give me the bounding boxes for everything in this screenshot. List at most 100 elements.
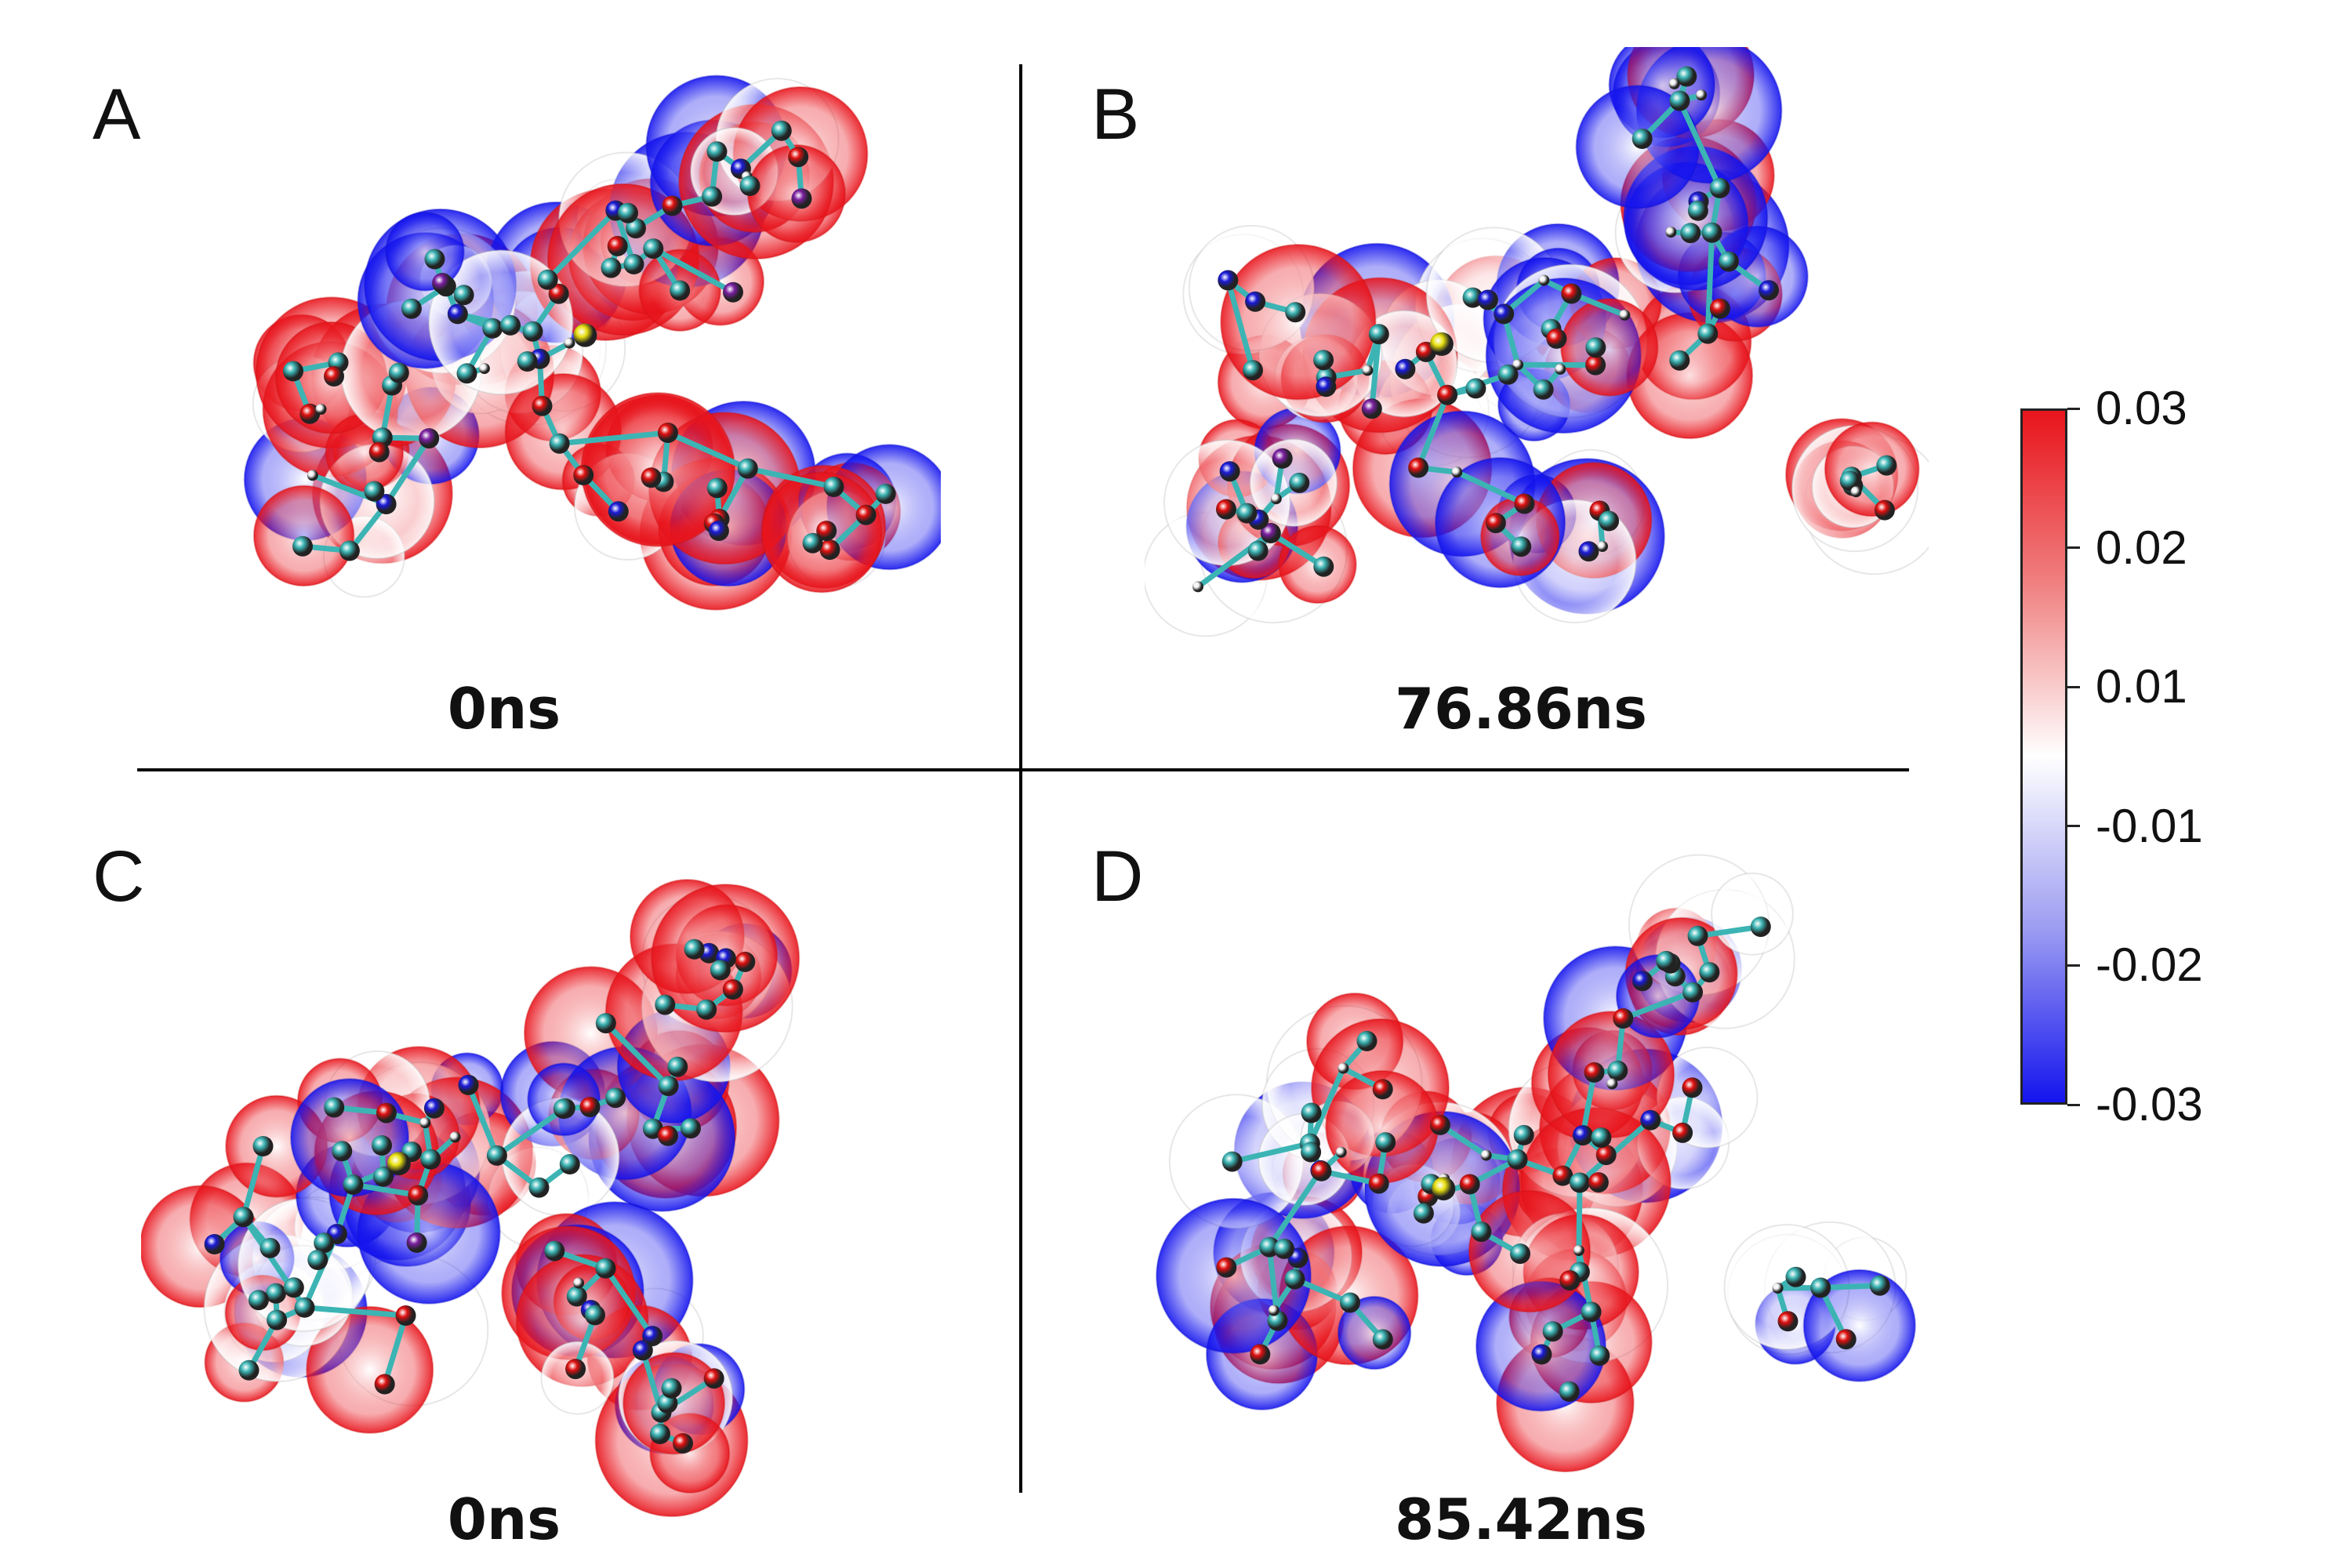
- bond: [1622, 989, 1694, 1022]
- surface-lobe: [1802, 1269, 1916, 1382]
- carbon-atom: [595, 1013, 616, 1034]
- phosphorus-atom: [432, 273, 453, 293]
- time-label-d: 85.42ns: [1395, 1486, 1647, 1552]
- carbon-atom: [1497, 364, 1519, 385]
- carbon-atom: [486, 1145, 507, 1166]
- hydrogen-atom: [564, 337, 575, 349]
- sulfur-atom: [1432, 1177, 1456, 1201]
- nitrogen-atom: [1640, 1109, 1661, 1131]
- oxygen-atom: [1250, 1344, 1271, 1365]
- hydrogen-atom: [315, 404, 327, 415]
- hydrogen-atom: [1668, 78, 1680, 89]
- oxygen-atom: [722, 979, 743, 1000]
- carbon-atom: [1542, 1321, 1563, 1342]
- carbon-atom: [1676, 66, 1697, 87]
- carbon-atom: [314, 1232, 335, 1254]
- carbon-atom: [681, 1118, 701, 1139]
- carbon-atom: [601, 257, 622, 278]
- carbon-atom: [1570, 1172, 1590, 1193]
- carbon-atom: [1289, 472, 1310, 493]
- carbon-atom: [238, 1359, 260, 1381]
- carbon-atom: [706, 477, 728, 499]
- carbon-atom: [1687, 925, 1708, 946]
- hydrogen-atom: [1597, 541, 1608, 552]
- bond: [1704, 232, 1715, 334]
- hydrogen-atom: [1362, 365, 1374, 376]
- oxygen-atom: [1311, 1160, 1332, 1181]
- carbon-atom: [553, 1098, 574, 1120]
- colorbar-tick: [2067, 546, 2080, 550]
- oxygen-atom: [368, 441, 390, 463]
- molecule-surface-d: [1156, 854, 1916, 1473]
- molecule-surface-b: [1145, 47, 1929, 637]
- oxygen-atom: [1559, 1270, 1581, 1291]
- carbon-atom: [1876, 455, 1897, 476]
- bond: [1267, 1168, 1323, 1249]
- phosphorus-atom: [406, 1232, 427, 1253]
- carbon-atom: [737, 458, 758, 479]
- oxygen-atom: [548, 283, 569, 304]
- oxygen-atom: [816, 521, 837, 542]
- oxygen-atom: [1777, 1311, 1798, 1332]
- bond: [747, 466, 835, 490]
- carbon-atom: [702, 186, 723, 207]
- carbon-atom: [1699, 962, 1720, 983]
- hydrogen-atom: [1619, 309, 1631, 321]
- oxygen-atom: [1552, 1165, 1573, 1186]
- oxygen-atom: [607, 235, 628, 256]
- carbon-atom: [283, 361, 303, 382]
- hydrogen-atom: [1192, 581, 1203, 593]
- carbon-atom: [424, 249, 445, 270]
- carbon-atom: [549, 433, 570, 454]
- phosphorus-atom: [791, 188, 812, 209]
- nitrogen-atom: [423, 1098, 445, 1119]
- oxygen-atom: [532, 395, 553, 416]
- nitrogen-atom: [708, 521, 729, 541]
- carbon-atom: [623, 254, 644, 274]
- oxygen-atom: [1429, 1114, 1450, 1135]
- carbon-atom: [823, 477, 844, 497]
- carbon-atom: [684, 938, 705, 960]
- bond: [1677, 100, 1722, 190]
- nitrogen-atom: [1531, 1344, 1552, 1365]
- nitrogen-atom: [1245, 291, 1266, 312]
- oxygen-atom: [855, 504, 877, 525]
- carbon-atom: [1701, 222, 1722, 243]
- vertical-divider-bottom: [1019, 770, 1022, 1493]
- carbon-atom: [388, 362, 409, 383]
- bond: [603, 1266, 655, 1338]
- carbon-atom: [1869, 1275, 1890, 1296]
- atoms: [204, 938, 756, 1454]
- atoms: [1216, 916, 1890, 1402]
- hydrogen-atom: [1555, 363, 1566, 375]
- carbon-atom: [875, 483, 896, 504]
- carbon-atom: [1372, 1329, 1393, 1350]
- colorbar-tick-label: -0.01: [2096, 799, 2203, 852]
- nitrogen-atom: [376, 494, 397, 514]
- sulfur-atom: [387, 1152, 411, 1176]
- phosphorus-atom: [1260, 523, 1281, 543]
- carbon-atom: [643, 238, 664, 260]
- carbon-atom: [283, 1277, 304, 1298]
- panel-label-c: C: [93, 837, 145, 916]
- carbon-atom: [1375, 1132, 1396, 1153]
- oxygen-atom: [1584, 1062, 1605, 1083]
- carbon-atom: [343, 1174, 364, 1195]
- hydrogen-atom: [573, 1277, 585, 1289]
- carbon-atom: [667, 1056, 688, 1077]
- time-label-b: 76.86ns: [1395, 676, 1647, 742]
- carbon-atom: [1413, 1203, 1434, 1224]
- carbon-atom: [500, 314, 521, 336]
- hydrogen-atom: [1270, 493, 1282, 505]
- oxygen-atom: [579, 1097, 601, 1117]
- carbon-atom: [267, 1309, 288, 1330]
- bond: [466, 1083, 500, 1157]
- oxygen-atom: [1459, 1174, 1480, 1195]
- carbon-atom: [1589, 1345, 1610, 1367]
- molecule-surface-c: [141, 879, 800, 1518]
- time-label-a: 0ns: [447, 676, 561, 742]
- carbon-atom: [1285, 302, 1306, 323]
- carbon-atom: [1599, 510, 1620, 532]
- colorbar-tick-label: -0.02: [2096, 938, 2203, 992]
- carbon-atom: [605, 1087, 626, 1109]
